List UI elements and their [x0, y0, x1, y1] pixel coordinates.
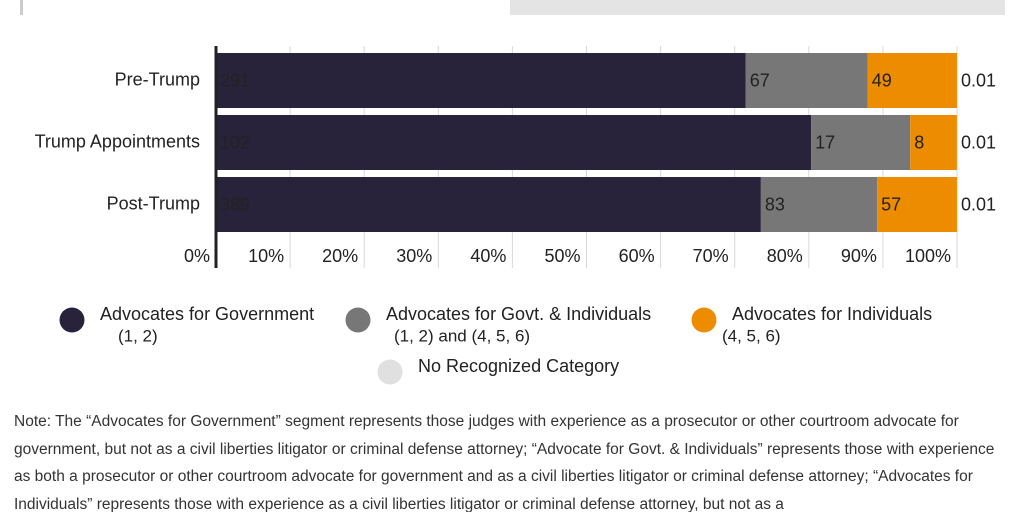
x-tick-label: 70% [693, 246, 729, 266]
value-label: 17 [815, 132, 835, 152]
legend-swatch [691, 307, 717, 333]
x-tick-label: 20% [322, 246, 358, 266]
x-tick-label: 90% [841, 246, 877, 266]
legend-codes: (1, 2) and (4, 5, 6) [394, 326, 530, 345]
value-label: 83 [765, 194, 785, 214]
x-tick-label: 0% [184, 246, 210, 266]
x-tick-label: 50% [544, 246, 580, 266]
value-label: 0.01 [961, 70, 996, 90]
x-tick-label: 100% [905, 246, 951, 266]
legend-label: Advocates for Government [100, 304, 314, 324]
legend-label: Advocates for Govt. & Individuals [386, 304, 651, 324]
value-label: 389 [220, 194, 250, 214]
top-panel [510, 0, 1005, 15]
bar-segment [216, 177, 761, 232]
value-label: 291 [220, 70, 250, 90]
bar-segment [760, 177, 878, 232]
bar-segment [877, 177, 957, 232]
chart: 0% 10% 20% 30% 40% 50% 60% 70% 80% 90% 100% Pre-Tru… [20, 0, 1005, 385]
x-tick-label: 80% [767, 246, 803, 266]
top-border [20, 0, 23, 15]
bar-segment [811, 115, 911, 170]
bar-segment [910, 115, 957, 170]
bar-segment [216, 115, 812, 170]
x-tick-label: 10% [248, 246, 284, 266]
note: Note: The “Advocates for Government” seg… [14, 413, 995, 512]
bar-segment [745, 53, 868, 108]
legend-label: No Recognized Category [418, 356, 619, 376]
bar-segment [216, 53, 746, 108]
value-label: 57 [881, 194, 901, 214]
category-label: Trump Appointments [35, 131, 200, 151]
legend-codes: (1, 2) [118, 326, 158, 345]
x-tick-label: 60% [619, 246, 655, 266]
bar-segment [867, 53, 957, 108]
legend-label: Advocates for Individuals [732, 304, 932, 324]
value-label: 102 [220, 132, 250, 152]
legend-swatch [59, 307, 85, 333]
x-tick-label: 30% [396, 246, 432, 266]
value-label: 0.01 [961, 132, 996, 152]
value-label: 49 [872, 70, 892, 90]
legend-codes: (4, 5, 6) [722, 326, 781, 345]
legend-swatch [377, 359, 403, 385]
value-label: 67 [750, 70, 770, 90]
value-label: 8 [914, 132, 924, 152]
x-tick-label: 40% [470, 246, 506, 266]
legend-swatch [345, 307, 371, 333]
category-label: Pre-Trump [115, 69, 200, 89]
category-label: Post-Trump [107, 193, 200, 213]
value-label: 0.01 [961, 194, 996, 214]
